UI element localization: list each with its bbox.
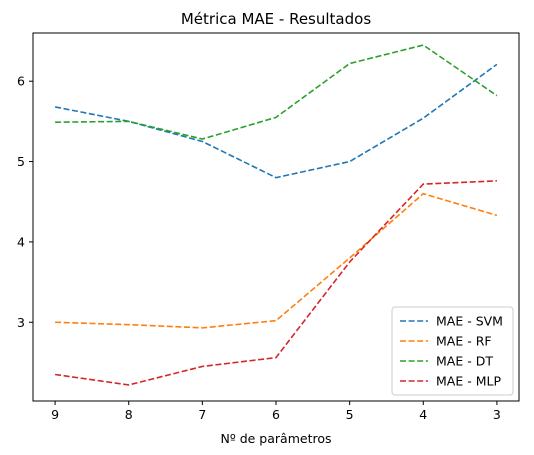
x-tick-label: 6 <box>272 407 280 422</box>
series-line-mae-mlp <box>54 180 497 386</box>
y-tick-label: 3 <box>17 315 25 330</box>
legend-label: MAE - DT <box>436 354 493 369</box>
x-tick-label: 9 <box>51 407 59 422</box>
y-tick-label: 4 <box>17 234 25 249</box>
x-tick-label: 8 <box>125 407 133 422</box>
legend-label: MAE - RF <box>436 334 492 349</box>
legend-label: MAE - SVM <box>436 314 503 329</box>
chart-title: Métrica MAE - Resultados <box>181 10 371 28</box>
x-tick-label: 3 <box>493 407 501 422</box>
y-tick-label: 5 <box>17 154 25 169</box>
series-line-mae-rf <box>55 192 498 329</box>
legend-box <box>391 306 514 396</box>
legend: MAE - SVM MAE - RF MAE - DT MAE - MLP <box>391 306 514 396</box>
legend-label: MAE - MLP <box>436 374 501 389</box>
x-tick-label: 7 <box>198 407 206 422</box>
x-tick-label: 4 <box>419 407 427 422</box>
x-tick-label: 5 <box>346 407 354 422</box>
plot-area: 9 8 7 6 5 4 3 3 4 5 6 <box>17 32 520 422</box>
series-line-mae-dt <box>55 44 498 140</box>
y-tick-label: 6 <box>17 74 25 89</box>
x-axis-label: Nº de parâmetros <box>221 431 332 446</box>
series-line-mae-svm <box>54 63 498 179</box>
